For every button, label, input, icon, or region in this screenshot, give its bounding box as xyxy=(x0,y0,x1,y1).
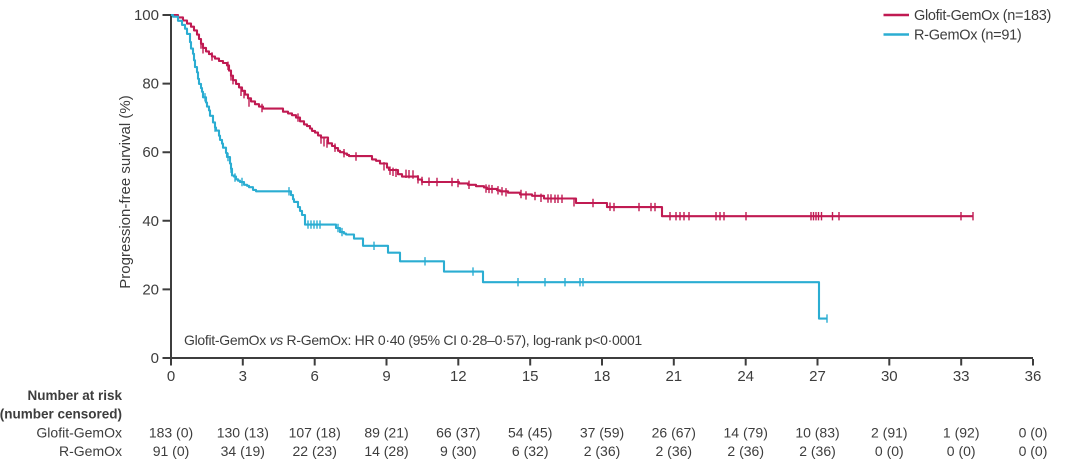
svg-text:89 (21): 89 (21) xyxy=(364,425,408,441)
svg-text:66 (37): 66 (37) xyxy=(436,425,480,441)
svg-text:24: 24 xyxy=(737,368,754,385)
svg-text:2 (91): 2 (91) xyxy=(871,425,908,441)
svg-text:0: 0 xyxy=(151,350,159,367)
svg-text:12: 12 xyxy=(450,368,467,385)
svg-text:15: 15 xyxy=(522,368,539,385)
svg-text:2 (36): 2 (36) xyxy=(656,443,693,459)
svg-text:22 (23): 22 (23) xyxy=(293,443,337,459)
svg-text:37 (59): 37 (59) xyxy=(580,425,624,441)
svg-text:30: 30 xyxy=(881,368,898,385)
svg-text:14 (28): 14 (28) xyxy=(364,443,408,459)
svg-text:54 (45): 54 (45) xyxy=(508,425,552,441)
svg-text:2 (36): 2 (36) xyxy=(727,443,764,459)
svg-text:26 (67): 26 (67) xyxy=(652,425,696,441)
svg-text:2 (36): 2 (36) xyxy=(799,443,836,459)
svg-text:Glofit-GemOx: Glofit-GemOx xyxy=(36,425,122,441)
svg-text:80: 80 xyxy=(142,76,159,93)
svg-text:6 (32): 6 (32) xyxy=(512,443,549,459)
svg-text:Progression-free survival (%): Progression-free survival (%) xyxy=(117,95,134,288)
svg-text:R-GemOx: R-GemOx xyxy=(59,443,122,459)
svg-text:91 (0): 91 (0) xyxy=(153,443,190,459)
svg-text:0 (0): 0 (0) xyxy=(875,443,904,459)
svg-text:0 (0): 0 (0) xyxy=(1019,443,1048,459)
svg-text:0 (0): 0 (0) xyxy=(947,443,976,459)
svg-text:Number at risk: Number at risk xyxy=(27,388,122,403)
svg-text:40: 40 xyxy=(142,213,159,230)
svg-text:9 (30): 9 (30) xyxy=(440,443,477,459)
svg-text:21: 21 xyxy=(665,368,682,385)
svg-text:60: 60 xyxy=(142,144,159,161)
svg-text:0 (0): 0 (0) xyxy=(1019,425,1048,441)
svg-text:1 (92): 1 (92) xyxy=(943,425,980,441)
svg-text:3: 3 xyxy=(239,368,247,385)
svg-text:130 (13): 130 (13) xyxy=(217,425,269,441)
svg-text:183 (0): 183 (0) xyxy=(149,425,193,441)
svg-text:Glofit-GemOx vs R-GemOx: HR 0·: Glofit-GemOx vs R-GemOx: HR 0·40 (95% CI… xyxy=(184,332,642,348)
svg-text:33: 33 xyxy=(953,368,970,385)
svg-text:R-GemOx (n=91): R-GemOx (n=91) xyxy=(914,28,1021,44)
svg-text:9: 9 xyxy=(382,368,390,385)
svg-text:27: 27 xyxy=(809,368,826,385)
svg-text:(number censored): (number censored) xyxy=(0,407,122,422)
svg-text:6: 6 xyxy=(311,368,319,385)
svg-text:36: 36 xyxy=(1025,368,1042,385)
svg-text:18: 18 xyxy=(594,368,611,385)
svg-text:10 (83): 10 (83) xyxy=(795,425,839,441)
svg-text:100: 100 xyxy=(134,7,159,24)
svg-text:34 (19): 34 (19) xyxy=(221,443,265,459)
svg-text:20: 20 xyxy=(142,281,159,298)
svg-text:14 (79): 14 (79) xyxy=(724,425,768,441)
svg-text:0: 0 xyxy=(167,368,175,385)
svg-text:2 (36): 2 (36) xyxy=(584,443,621,459)
svg-text:Glofit-GemOx (n=183): Glofit-GemOx (n=183) xyxy=(914,8,1051,24)
svg-text:107 (18): 107 (18) xyxy=(289,425,341,441)
